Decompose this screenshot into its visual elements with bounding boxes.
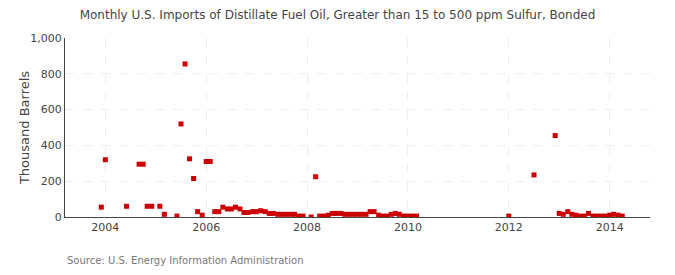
svg-text:0: 0	[55, 211, 62, 224]
svg-text:Source: U.S. Energy Informatio: Source: U.S. Energy Information Administ…	[67, 255, 304, 266]
svg-text:200: 200	[41, 175, 62, 188]
svg-text:2014: 2014	[596, 221, 624, 234]
svg-text:1,000: 1,000	[30, 32, 62, 45]
svg-text:Monthly U.S. Imports of Distil: Monthly U.S. Imports of Distillate Fuel …	[80, 8, 596, 22]
svg-text:400: 400	[41, 139, 62, 152]
svg-text:2004: 2004	[91, 221, 119, 234]
svg-text:2006: 2006	[192, 221, 220, 234]
svg-text:800: 800	[41, 68, 62, 81]
svg-text:2010: 2010	[394, 221, 422, 234]
svg-text:Thousand Barrels: Thousand Barrels	[17, 71, 32, 185]
svg-text:2012: 2012	[495, 221, 523, 234]
svg-text:2008: 2008	[293, 221, 321, 234]
svg-text:600: 600	[41, 103, 62, 116]
